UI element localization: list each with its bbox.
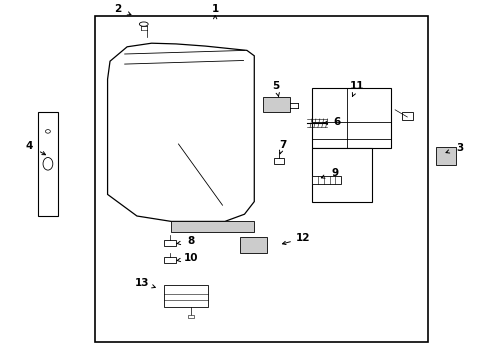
Bar — [164, 257, 176, 263]
Bar — [163, 285, 207, 307]
Bar — [187, 315, 193, 318]
Text: 13: 13 — [134, 278, 149, 288]
Bar — [435, 147, 455, 165]
Bar — [38, 112, 58, 216]
Polygon shape — [107, 43, 254, 221]
Text: 3: 3 — [455, 143, 462, 153]
Text: 9: 9 — [331, 168, 338, 178]
Ellipse shape — [139, 22, 148, 26]
Text: 8: 8 — [187, 236, 194, 246]
Polygon shape — [311, 148, 371, 202]
Text: 7: 7 — [278, 140, 286, 150]
Bar — [402, 112, 412, 120]
Bar — [262, 97, 289, 112]
Polygon shape — [171, 221, 254, 232]
Bar — [164, 240, 176, 246]
Bar — [311, 176, 341, 184]
Bar — [95, 16, 427, 342]
Text: 5: 5 — [272, 81, 279, 91]
Ellipse shape — [45, 130, 50, 133]
Bar — [273, 158, 283, 164]
Text: 11: 11 — [349, 81, 364, 91]
Text: 12: 12 — [295, 233, 310, 243]
Text: 6: 6 — [333, 117, 340, 127]
Ellipse shape — [43, 158, 53, 170]
Bar — [239, 237, 266, 253]
Text: 2: 2 — [114, 4, 121, 14]
Text: 10: 10 — [183, 253, 198, 264]
Text: 1: 1 — [211, 4, 218, 14]
Text: 4: 4 — [25, 141, 33, 151]
Polygon shape — [311, 88, 390, 148]
